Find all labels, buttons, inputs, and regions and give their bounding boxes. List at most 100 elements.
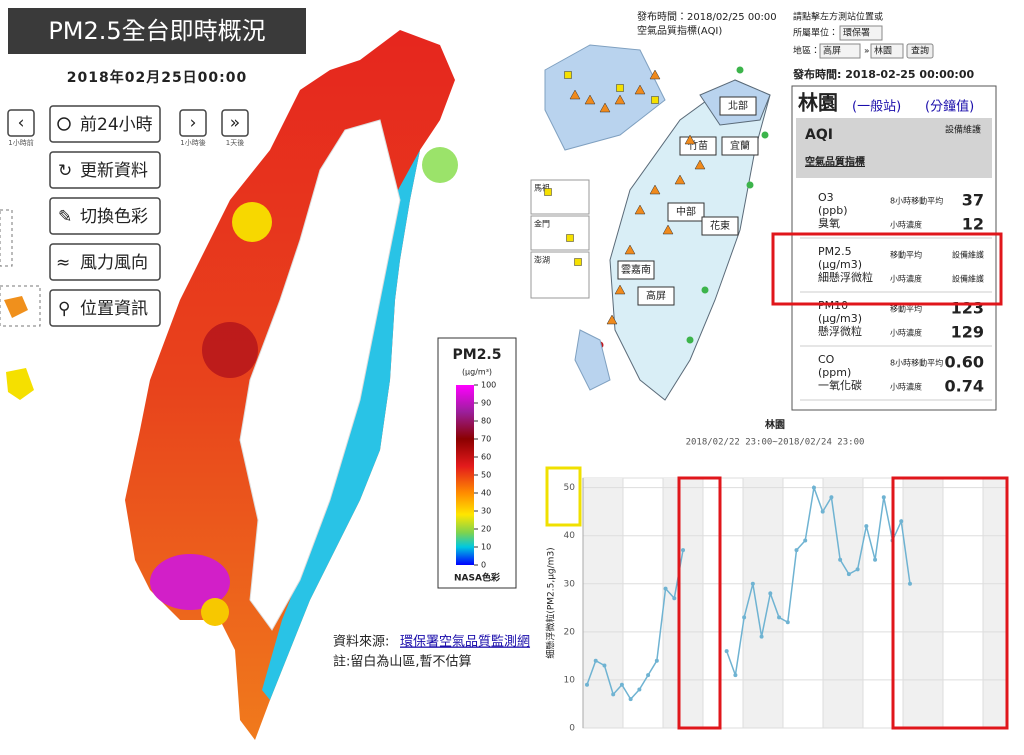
aqi-box — [796, 118, 992, 178]
button-frame — [221, 109, 249, 137]
point — [864, 524, 869, 529]
station-icon — [651, 96, 659, 104]
aqi-status: 設備維護 — [945, 124, 981, 136]
button-label: 前24小時 — [80, 115, 153, 135]
source-link[interactable]: 環保署空氣品質監測網 — [400, 634, 530, 650]
station-select[interactable] — [870, 43, 904, 59]
point — [646, 673, 651, 678]
map-mountain — [239, 119, 401, 631]
chart-subtitle: 2018/02/22 23:00~2018/02/24 23:00 — [686, 438, 865, 448]
unit-value: 環保署 — [843, 27, 870, 39]
prev-hour[interactable]: ‹ — [7, 109, 35, 137]
button-frame — [49, 197, 161, 235]
point — [881, 495, 886, 500]
point — [637, 687, 642, 692]
highlight — [891, 476, 1009, 730]
icon: ✎ — [58, 207, 72, 227]
button[interactable]: ✎ 切換色彩 — [49, 197, 161, 235]
source-label: 資料來源: — [333, 635, 389, 650]
avg-label: 8小時移動平均 — [890, 196, 943, 206]
point — [873, 557, 878, 562]
area-select[interactable] — [819, 43, 861, 59]
station-icon — [544, 188, 552, 196]
pollutant-rows: O3(ppb)臭氧8小時移動平均小時濃度3712PM2.5(μg/m3)細懸浮微… — [800, 191, 992, 401]
step-label: 1小時後 — [180, 138, 205, 147]
point — [820, 509, 825, 514]
point — [742, 615, 747, 620]
avg-value: 37 — [962, 191, 984, 210]
icon: » — [230, 113, 240, 133]
area-label: 地區： — [793, 45, 820, 57]
plot-band — [583, 478, 623, 728]
button[interactable]: ⚲ 位置資訊 — [49, 289, 161, 327]
button[interactable]: ≈ 風力風向 — [49, 243, 161, 281]
point — [750, 581, 755, 586]
next-day[interactable]: » — [221, 109, 249, 137]
point — [654, 658, 659, 663]
avg-value: 0.60 — [945, 353, 984, 372]
button-frame — [49, 243, 161, 281]
unit-select[interactable] — [839, 25, 883, 41]
arrow: » — [864, 47, 870, 57]
station-type[interactable]: (一般站) — [852, 99, 901, 115]
colorbar-frame — [437, 337, 517, 589]
pollutant: O3 — [818, 191, 834, 204]
hour-value: 12 — [962, 215, 984, 234]
station-icon — [649, 184, 661, 195]
icon: ↻ — [58, 161, 72, 181]
highlight — [545, 466, 582, 527]
island-label: 馬祖 — [534, 183, 550, 193]
region-label: 宜蘭 — [730, 139, 750, 152]
station-icon — [701, 286, 709, 294]
station-icon — [566, 234, 574, 242]
unit-label: 所屬單位： — [793, 27, 838, 39]
point — [803, 538, 808, 543]
point — [724, 649, 729, 654]
plot-band — [983, 478, 1006, 728]
map-hotspot — [150, 554, 230, 610]
y-tick-label: 20 — [564, 627, 576, 637]
button[interactable]: 前24小時 — [49, 105, 161, 143]
point — [811, 485, 816, 490]
plot-band — [743, 478, 783, 728]
aqi-hint: 請點擊左方測站位置或 — [793, 11, 883, 23]
station-icon — [584, 94, 596, 105]
station-value: 林園 — [874, 45, 892, 57]
point — [663, 586, 668, 591]
next-hour[interactable]: › — [179, 109, 207, 137]
inset — [530, 215, 590, 251]
region-box — [667, 202, 705, 222]
point — [681, 548, 686, 553]
station-icon — [761, 131, 769, 139]
colorbar-unit: (μg/m³) — [462, 368, 492, 377]
button[interactable]: ↻ 更新資料 — [49, 151, 161, 189]
island-label: 澎湖 — [534, 255, 550, 265]
colorbar-tick-label: 30 — [481, 507, 491, 516]
query-button[interactable] — [906, 43, 934, 59]
map-zoom — [544, 44, 666, 151]
button-frame — [49, 289, 161, 327]
station-icon — [599, 102, 611, 113]
highlight — [677, 476, 722, 730]
station-icon — [746, 181, 754, 189]
region-box — [721, 136, 759, 156]
y-tick-label: 30 — [564, 579, 576, 589]
point — [794, 548, 799, 553]
minute-link[interactable]: (分鐘值) — [925, 99, 974, 115]
point — [907, 581, 912, 586]
plot-band — [663, 478, 703, 728]
pollutant-name: 臭氧 — [818, 216, 840, 230]
map-spot — [201, 598, 229, 626]
point — [785, 620, 790, 625]
query-label: 查詢 — [911, 45, 929, 57]
station-icon — [686, 336, 694, 344]
station-icon — [634, 204, 646, 215]
chart: 0 10 20 30 40 50 — [564, 477, 1007, 734]
station-icon — [649, 69, 661, 80]
plot-band — [903, 478, 943, 728]
station-icon — [574, 258, 582, 266]
point — [855, 567, 860, 572]
y-tick-label: 0 — [569, 724, 575, 734]
